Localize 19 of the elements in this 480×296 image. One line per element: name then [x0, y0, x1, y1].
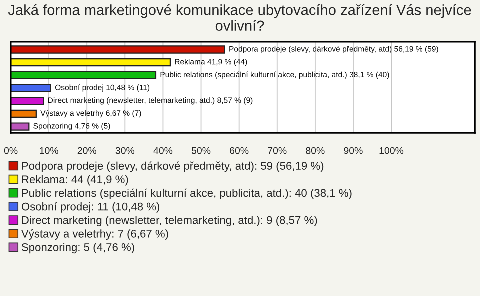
- x-tick-label: 0%: [4, 147, 18, 154]
- x-tick-label: 20%: [78, 147, 97, 154]
- x-tick-label: 50%: [192, 147, 211, 154]
- x-tick-label: 70%: [268, 147, 287, 154]
- legend-label: Public relations (speciální kulturní akce, publicita, atd.): 40 (38,1 %): [22, 188, 352, 200]
- legend-label: Výstavy a veletrhy: 7 (6,67 %): [21, 230, 168, 240]
- legend-label: Sponzoring: 5 (4,76 %): [22, 243, 134, 254]
- x-tick-label: 90%: [344, 147, 363, 154]
- legend-label: Podpora prodeje (slevy, dárkové předměty, atd): 59 (56,19 %): [22, 162, 324, 172]
- x-tick-label: 30%: [116, 147, 135, 154]
- legend-label: Osobní prodej: 11 (10,48 %): [22, 202, 160, 213]
- x-tick-label: 100%: [380, 147, 404, 154]
- chart-title: Jaká forma marketingové komunikace ubytovacího zařízení Vás nejvíce ovlivní?: [8, 4, 472, 32]
- x-tick-label: 80%: [306, 147, 325, 154]
- legend-label: Reklama: 44 (41,9 %): [22, 175, 128, 186]
- x-tick-label: 40%: [154, 147, 173, 154]
- x-tick-label: 60%: [230, 147, 249, 154]
- legend-label: Direct marketing (newsletter, telemarketing, atd.): 9 (8,57 %): [22, 216, 318, 226]
- x-tick-label: 10%: [40, 147, 58, 154]
